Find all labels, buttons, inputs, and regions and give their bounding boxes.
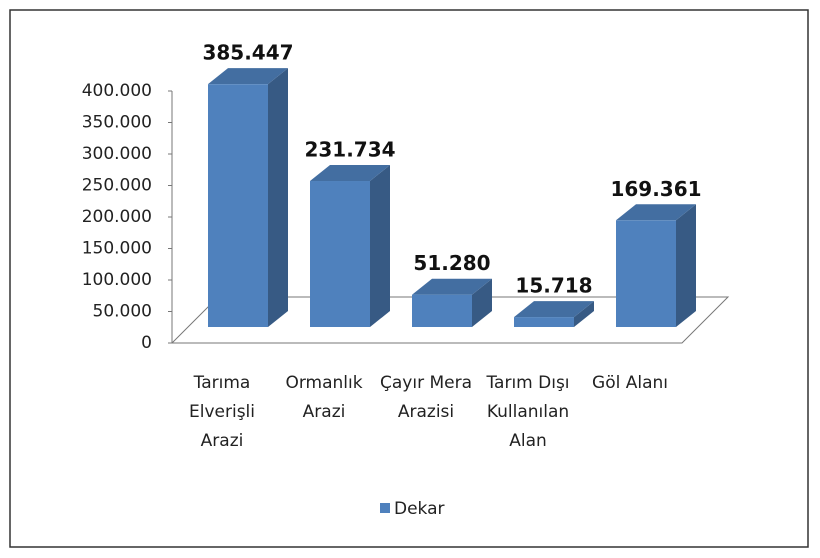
y-tick-label: 300.000 <box>82 144 152 164</box>
x-tick-label: Arazi <box>303 402 346 422</box>
bar-side <box>676 204 696 327</box>
value-label: 169.361 <box>610 177 701 201</box>
x-tick-label: Göl Alanı <box>592 373 668 393</box>
bar-side <box>370 165 390 327</box>
bar-top <box>616 204 696 221</box>
bar-front <box>412 294 472 327</box>
x-tick-label: Kullanılan <box>487 402 569 422</box>
y-tick-label: 200.000 <box>82 207 152 227</box>
x-tick-label: Alan <box>509 431 547 451</box>
x-tick-label: Tarıma <box>193 373 251 393</box>
value-label: 15.718 <box>515 274 592 298</box>
value-label: 51.280 <box>413 251 490 275</box>
y-tick-label: 400.000 <box>82 81 152 101</box>
legend-swatch <box>380 503 390 513</box>
y-tick-label: 0 <box>141 333 152 353</box>
x-tick-label: Çayır Mera <box>380 373 472 393</box>
y-tick-label: 250.000 <box>82 176 152 196</box>
x-tick-label: Arazi <box>201 431 244 451</box>
legend-label: Dekar <box>394 499 445 519</box>
bar-top <box>412 278 492 295</box>
bar-top <box>514 301 594 318</box>
bar <box>514 301 594 327</box>
y-tick-label: 50.000 <box>93 302 152 322</box>
x-tick-label: Tarım Dışı <box>485 373 569 393</box>
bar <box>412 278 492 327</box>
bar-front <box>616 220 676 327</box>
x-tick-label: Arazisi <box>398 402 454 422</box>
bar-side <box>472 278 492 327</box>
y-tick-label: 150.000 <box>82 239 152 259</box>
floor <box>170 296 730 344</box>
bar-front <box>310 181 370 327</box>
bar-top <box>310 165 390 182</box>
value-label: 231.734 <box>304 138 395 162</box>
bar <box>208 68 288 327</box>
y-tick-label: 350.000 <box>82 113 152 133</box>
bar-side <box>574 301 594 327</box>
bar-front <box>208 84 268 327</box>
x-tick-label: Elverişli <box>189 402 255 422</box>
bar <box>616 204 696 327</box>
bar-side <box>268 68 288 327</box>
bar-front <box>514 317 574 327</box>
y-tick-label: 100.000 <box>82 270 152 290</box>
bar <box>310 165 390 327</box>
x-tick-label: Ormanlık <box>285 373 362 393</box>
bar-top <box>208 68 288 85</box>
value-label: 385.447 <box>202 41 293 65</box>
